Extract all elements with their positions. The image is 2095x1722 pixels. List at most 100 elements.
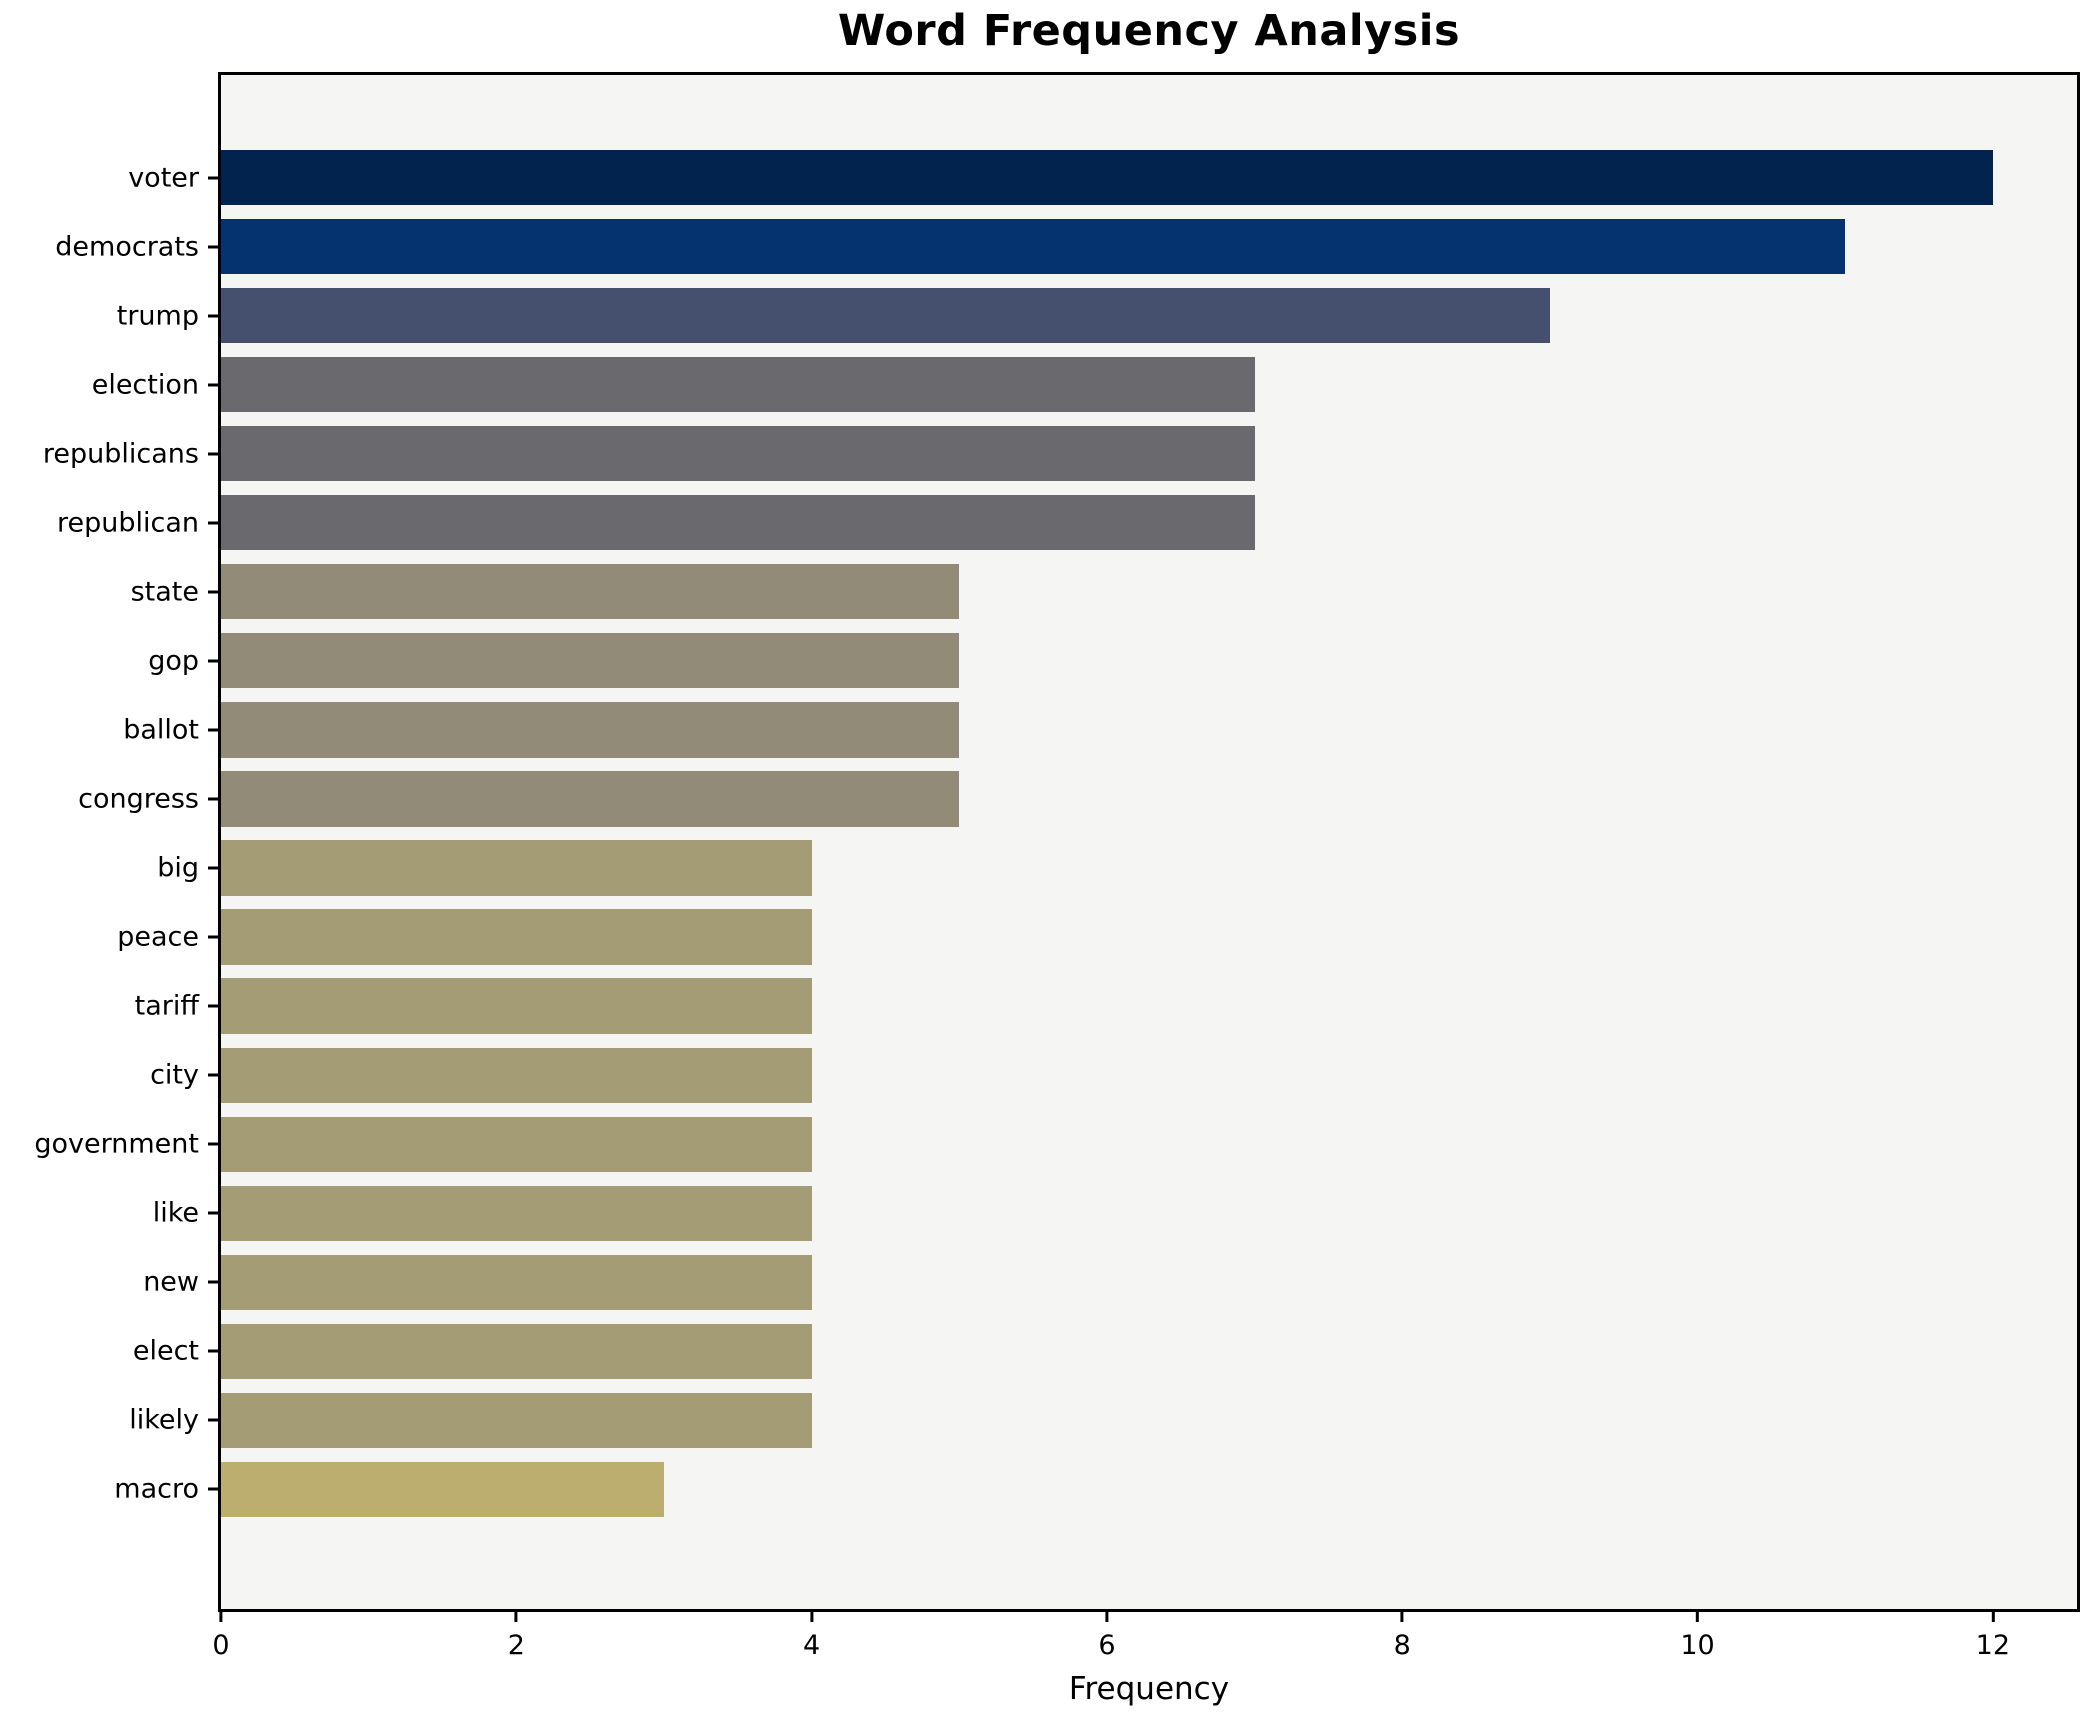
bar (221, 564, 960, 620)
y-axis-label: likely (129, 1404, 199, 1436)
y-tick-mark (208, 728, 218, 732)
x-tick-label: 8 (1393, 1630, 1411, 1661)
bar-row: likely (129, 1386, 2077, 1455)
bars-container: voter democrats trump election republica… (34, 143, 2077, 1524)
x-tick-mark (1696, 1612, 1700, 1622)
x-tick-mark (810, 1612, 814, 1622)
y-tick-mark (208, 383, 218, 387)
bar (221, 1323, 812, 1379)
plot-area: voter democrats trump election republica… (34, 72, 2080, 1659)
x-tick-mark (219, 1612, 223, 1622)
bar-row: like (153, 1179, 2077, 1248)
bar (221, 1392, 812, 1448)
y-axis-label: election (91, 369, 199, 401)
bar-row: congress (78, 764, 2077, 833)
y-tick-mark (208, 1142, 218, 1146)
y-tick-mark (208, 452, 218, 456)
x-axis-label: Frequency (1068, 1671, 1230, 1707)
bar (221, 702, 960, 758)
bar (221, 978, 812, 1034)
chart-title: Word Frequency Analysis (837, 6, 1461, 56)
x-tick: 10 (1680, 1612, 1715, 1659)
bar-row: new (143, 1248, 2077, 1317)
bar-row: tariff (135, 972, 2077, 1041)
x-tick: 6 (1098, 1612, 1116, 1659)
bar-row: city (150, 1041, 2077, 1110)
y-tick-mark (208, 659, 218, 663)
y-tick-mark (208, 1418, 218, 1422)
y-tick-mark (208, 935, 218, 939)
bar-row: republicans (43, 419, 2077, 488)
x-tick-label: 12 (1975, 1630, 2011, 1661)
y-axis-label: republican (56, 507, 199, 539)
x-tick-mark (1105, 1612, 1109, 1622)
x-tick-mark (1991, 1612, 1995, 1622)
y-axis-label: elect (132, 1335, 199, 1367)
bar (221, 1047, 812, 1103)
bar (221, 495, 1255, 551)
bar (221, 218, 1846, 275)
bar (221, 840, 812, 896)
bar-row: peace (117, 903, 2077, 972)
x-tick: 8 (1394, 1612, 1411, 1659)
bar (221, 633, 960, 689)
bar-row: democrats (55, 212, 2077, 281)
x-tick: 0 (212, 1612, 230, 1661)
bar-row: macro (114, 1455, 2077, 1524)
bar-row: elect (133, 1317, 2077, 1386)
y-tick-mark (208, 1487, 218, 1491)
y-tick-mark (208, 590, 218, 594)
y-tick-mark (208, 314, 218, 318)
bar (221, 357, 1255, 413)
y-axis-label: congress (78, 783, 199, 815)
y-axis-label: macro (114, 1473, 199, 1505)
bar (221, 1116, 812, 1172)
y-axis-label: big (157, 852, 199, 884)
y-axis-label: ballot (123, 714, 199, 746)
y-axis-label: city (150, 1059, 199, 1091)
x-tick-mark (514, 1612, 518, 1622)
bar (221, 909, 812, 965)
bar (221, 287, 1550, 344)
x-tick-label: 2 (507, 1630, 525, 1661)
x-tick-mark (1400, 1612, 1404, 1622)
bar (221, 1461, 664, 1518)
bar (221, 1185, 812, 1241)
bar-row: gop (148, 626, 2077, 695)
bar-row: big (157, 833, 2077, 902)
y-axis-label: trump (116, 300, 199, 332)
x-tick-label: 4 (803, 1630, 821, 1661)
y-tick-mark (208, 521, 218, 525)
y-tick-mark (208, 1349, 218, 1353)
bar-row: state (131, 557, 2077, 626)
bar (221, 149, 1993, 206)
y-tick-mark (208, 1280, 218, 1284)
y-tick-mark (208, 1073, 218, 1077)
y-axis-label: democrats (55, 231, 199, 263)
y-tick-mark (208, 1211, 218, 1215)
x-tick: 12 (1976, 1612, 2010, 1659)
y-tick-mark (208, 176, 218, 180)
y-axis-label: new (143, 1266, 199, 1298)
y-axis-label: government (34, 1128, 199, 1160)
bar (221, 771, 960, 827)
y-axis-label: gop (148, 645, 199, 677)
y-tick-mark (208, 1004, 218, 1008)
bar-row: government (34, 1110, 2077, 1179)
y-tick-mark (208, 866, 218, 870)
bar-row: ballot (123, 695, 2077, 764)
x-tick: 4 (803, 1612, 820, 1659)
bar (221, 426, 1255, 482)
y-axis-label: peace (117, 921, 199, 953)
x-tick-label: 0 (212, 1630, 230, 1661)
bar-row: election (92, 350, 2077, 419)
bar-row: voter (128, 143, 2077, 212)
x-tick: 2 (508, 1612, 525, 1659)
y-axis-label: voter (128, 162, 199, 194)
y-axis-label: republicans (42, 438, 199, 470)
x-axis-ticks: 0 2 4 6 8 10 12 (212, 1609, 2077, 1689)
y-tick-mark (208, 797, 218, 801)
bar-row: republican (57, 488, 2077, 557)
y-axis-label: tariff (134, 990, 199, 1022)
